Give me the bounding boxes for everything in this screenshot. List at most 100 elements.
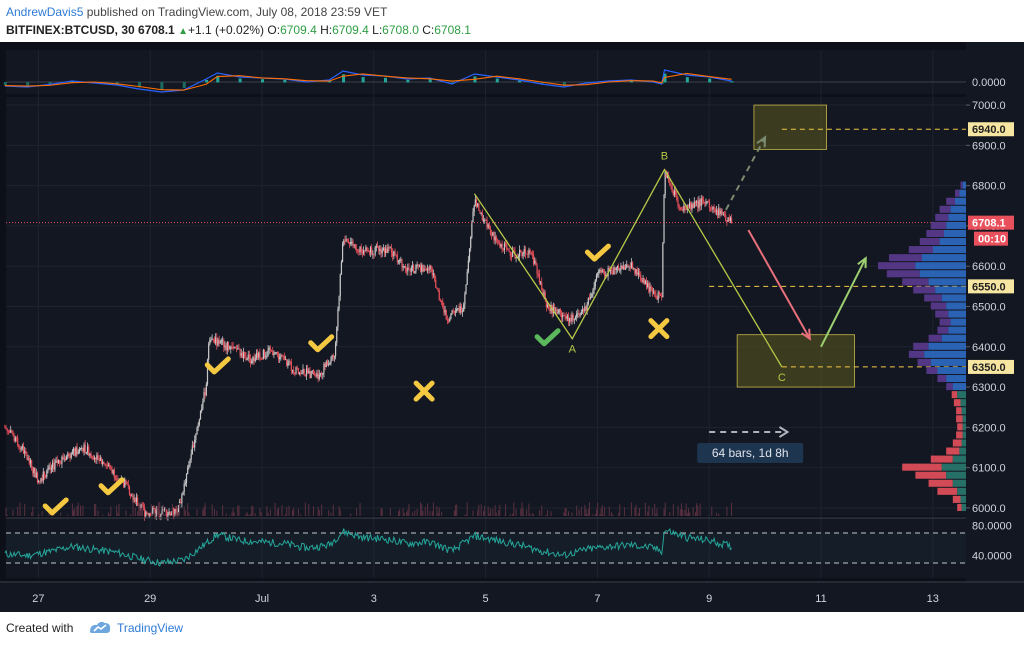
candle-body xyxy=(715,210,718,213)
candle-body xyxy=(350,242,352,244)
author-link[interactable]: AndrewDavis5 xyxy=(6,5,84,19)
volume-profile-sell-bar xyxy=(951,391,958,399)
candle-body xyxy=(696,201,698,203)
volume-profile-sell-bar xyxy=(939,318,951,326)
chart-area[interactable]: 6000.0 6100.0 6200.0 6300.0 6400.0 6500.0 6600… xyxy=(0,42,1024,612)
candle-body xyxy=(254,358,256,362)
candle-body xyxy=(544,292,546,300)
candle-body xyxy=(294,373,296,375)
volume-profile-sell-bar xyxy=(939,205,951,213)
volume-profile-buy-bar xyxy=(948,213,966,221)
candle-body xyxy=(457,308,459,309)
volume-profile-buy-bar xyxy=(952,455,966,463)
y-tick-label: 6500.0 xyxy=(972,302,1006,314)
macd-histogram-bar xyxy=(663,73,667,83)
candle-body xyxy=(344,240,346,242)
candle-body xyxy=(564,315,566,317)
candle-body xyxy=(109,464,111,468)
footer: Created with TradingView xyxy=(0,612,1024,645)
volume-profile-sell-bar xyxy=(937,487,958,495)
volume-profile-buy-bar xyxy=(915,262,966,270)
volume-profile-sell-bar xyxy=(913,342,929,350)
candle-body xyxy=(28,458,30,464)
candle-body xyxy=(374,247,376,255)
candle-body xyxy=(573,318,575,320)
candle-body xyxy=(251,360,253,364)
candle-body xyxy=(12,431,14,436)
candle-body xyxy=(485,219,487,221)
measure-label-box xyxy=(697,443,804,463)
candle-body xyxy=(15,437,18,439)
macd-histogram-bar xyxy=(138,82,142,88)
candle-body xyxy=(640,274,642,281)
candle-body xyxy=(64,458,67,461)
candle-body xyxy=(353,244,355,246)
candle-body xyxy=(725,214,727,221)
candle-body xyxy=(340,261,343,275)
last-price: 6708.1 xyxy=(138,23,175,37)
candle-body xyxy=(432,273,435,275)
candle-body xyxy=(464,293,466,305)
candle-body xyxy=(390,247,393,253)
candle-body xyxy=(361,252,363,254)
candle-body xyxy=(55,460,57,463)
candle-body xyxy=(627,264,629,267)
candle-body xyxy=(177,508,179,515)
candle-body xyxy=(613,267,615,275)
candle-body xyxy=(246,358,248,361)
candle-body xyxy=(437,289,439,291)
candle-body xyxy=(714,209,716,213)
candle-body xyxy=(309,370,311,378)
level-label: 6550.0 xyxy=(972,281,1006,293)
candle-body xyxy=(439,300,442,301)
candle-body xyxy=(600,270,602,273)
candle-body xyxy=(169,511,171,516)
candle-body xyxy=(591,293,593,297)
candle-body xyxy=(187,467,189,474)
candle-body xyxy=(647,282,649,288)
candle-body xyxy=(474,199,476,207)
candle-body xyxy=(188,464,190,468)
candle-body xyxy=(229,348,231,350)
candle-body xyxy=(574,316,577,319)
candle-body xyxy=(65,456,68,461)
candle-body xyxy=(641,280,643,282)
candle-body xyxy=(347,240,350,243)
candle-body xyxy=(332,355,334,357)
tradingview-link[interactable]: TradingView xyxy=(117,621,184,635)
candle-body xyxy=(502,249,504,251)
candle-body xyxy=(472,211,474,223)
y-tick-label: 7000.0 xyxy=(972,100,1006,112)
volume-profile-buy-bar xyxy=(950,318,966,326)
candle-body xyxy=(365,247,367,252)
candle-body xyxy=(450,313,452,319)
volume-profile-sell-bar xyxy=(956,415,963,423)
candle-body xyxy=(670,184,672,186)
candle-body xyxy=(673,190,676,195)
candle-body xyxy=(409,269,411,272)
volume-profile-buy-bar xyxy=(962,423,966,431)
candle-body xyxy=(163,509,166,511)
candle-body xyxy=(296,367,298,369)
candle-body xyxy=(338,296,340,310)
volume-profile-buy-bar xyxy=(962,415,966,423)
candle-body xyxy=(587,298,589,305)
volume-profile-buy-bar xyxy=(957,487,966,495)
candle-body xyxy=(34,467,36,478)
candle-body xyxy=(468,248,471,261)
price-chart[interactable]: 6000.0 6100.0 6200.0 6300.0 6400.0 6500.0 6600… xyxy=(0,42,1024,612)
candle-body xyxy=(291,370,294,371)
candle-body xyxy=(433,273,436,280)
volume-profile-sell-bar xyxy=(952,439,962,447)
candle-body xyxy=(723,214,726,216)
candle-body xyxy=(283,356,285,360)
volume-profile-buy-bar xyxy=(960,495,966,503)
candle-body xyxy=(541,281,543,290)
y-tick-label: 6900.0 xyxy=(972,140,1006,152)
candle-body xyxy=(454,311,457,313)
open-value: 6709.4 xyxy=(280,23,317,37)
volume-profile-buy-bar xyxy=(962,431,966,439)
symbol-name[interactable]: BITFINEX:BTCUSD, 30 xyxy=(6,23,135,37)
candle-body xyxy=(128,486,131,495)
candle-body xyxy=(461,311,464,313)
